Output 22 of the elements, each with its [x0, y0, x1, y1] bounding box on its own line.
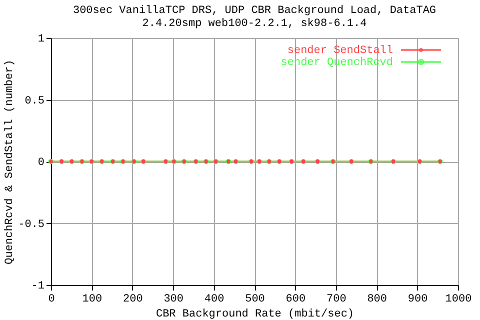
y-tick-label: 1: [38, 34, 45, 46]
x-tick-label: 500: [245, 294, 265, 306]
x-tick-label: 700: [326, 294, 346, 306]
text: 300sec VanillaTCP DRS, UDP CBR Background Load, DataTAG: [72, 5, 436, 17]
x-tick-label: 800: [367, 294, 388, 306]
x-tick-label: 900: [408, 294, 428, 306]
y-axis-title: QuenchRcvd & SendStall (number): [4, 60, 16, 264]
x-tick-label: 400: [204, 294, 224, 306]
x-axis-title: CBR Background Rate (mbit/sec): [156, 308, 354, 320]
legend-label: sender QuenchRcvd: [280, 57, 393, 69]
x-tick-label: 100: [82, 294, 102, 306]
y-tick-label: -0.5: [18, 218, 44, 231]
x-tick-label: 1000: [445, 294, 472, 306]
text: 2.4.20smp web100-2.2.1, sk98-6.1.4: [142, 18, 367, 30]
x-tick-label: 600: [286, 294, 306, 306]
y-tick-label: 0.5: [24, 95, 44, 108]
x-tick-label: 300: [164, 294, 184, 306]
y-tick-label: 0: [38, 157, 44, 169]
legend-label: sender SendStall: [287, 45, 393, 57]
x-tick-label: 0: [48, 294, 55, 306]
x-tick-label: 200: [122, 294, 143, 306]
y-tick-label: -1: [31, 280, 45, 292]
